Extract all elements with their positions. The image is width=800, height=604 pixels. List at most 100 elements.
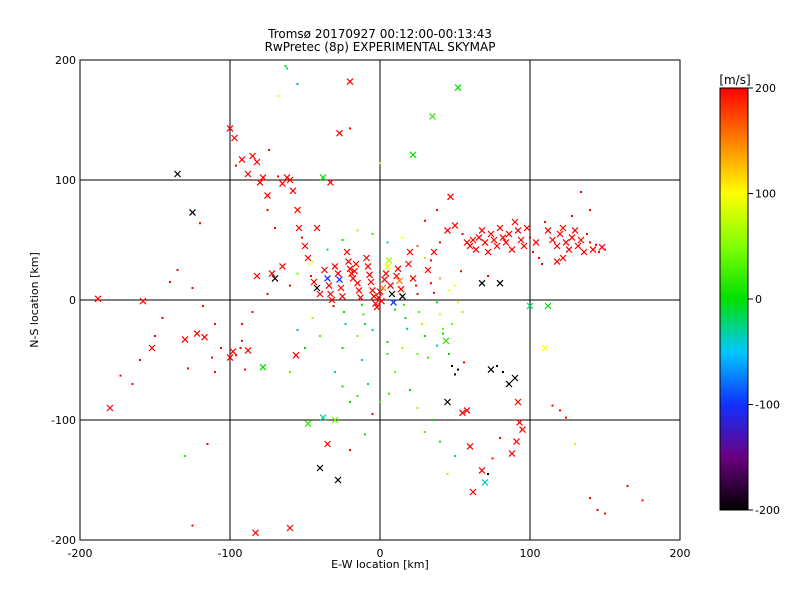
data-point-dot [491, 457, 494, 460]
data-point-cross [372, 300, 379, 308]
data-point-dot [439, 241, 441, 244]
data-point-dot [220, 347, 222, 349]
data-point-cross [526, 302, 534, 310]
data-point-cross [355, 286, 363, 294]
data-point-cross [321, 266, 328, 274]
data-point-cross [442, 337, 450, 345]
data-point-cross [390, 298, 397, 306]
data-point-cross [519, 426, 526, 434]
data-point-cross [574, 242, 582, 250]
data-point-dot [416, 353, 419, 355]
data-point-cross [496, 279, 504, 287]
data-point-dot [161, 317, 164, 319]
data-point-cross [139, 297, 147, 305]
data-point-cross [393, 272, 400, 280]
data-point-cross [466, 242, 474, 250]
data-point-dot [289, 371, 291, 373]
data-point-cross [181, 336, 189, 344]
data-point-dot [274, 227, 276, 229]
data-point-dot [277, 95, 279, 97]
data-point-dot [595, 243, 597, 246]
data-point-cross [559, 254, 567, 262]
data-point-dot [586, 233, 588, 235]
data-point-cross [331, 416, 339, 424]
data-point-cross [481, 478, 489, 486]
data-point-cross [279, 180, 286, 188]
data-point-dot [349, 449, 351, 451]
data-points [94, 65, 644, 537]
data-point-dot [289, 284, 291, 287]
data-point-dot [436, 209, 438, 211]
data-point-cross [481, 238, 489, 246]
y-tick-label: -200 [51, 534, 76, 547]
data-point-dot [574, 443, 576, 445]
data-point-dot [214, 323, 216, 325]
data-point-cross [370, 292, 378, 300]
data-point-cross [580, 248, 588, 256]
data-point-cross [541, 344, 549, 352]
data-point-cross [568, 234, 576, 242]
data-point-cross [447, 193, 454, 201]
data-point-cross [378, 297, 385, 305]
data-point-cross [268, 270, 276, 278]
data-point-dot [356, 335, 359, 337]
data-point-dot [199, 222, 201, 225]
data-point-cross [337, 284, 345, 292]
data-point-dot [424, 219, 426, 222]
data-point-dot [379, 162, 381, 165]
data-point-dot [404, 317, 407, 319]
data-point-cross [469, 236, 477, 244]
colorbar-ticks: -200 -100 0 100 200 [748, 82, 780, 517]
data-point-dot [364, 433, 366, 436]
x-tick-label: 100 [520, 547, 541, 560]
data-point-dot [442, 327, 444, 330]
data-point-dot [589, 209, 591, 211]
data-point-cross [502, 238, 510, 246]
data-point-dot [235, 354, 237, 357]
data-point-cross [490, 236, 498, 244]
data-point-cross [313, 284, 321, 292]
data-point-dot [454, 284, 456, 287]
data-point-cross [559, 224, 567, 232]
data-point-dot [334, 371, 336, 373]
data-point-cross [310, 278, 318, 286]
colorbar-tick-label: -200 [755, 504, 780, 517]
data-point-dot [184, 455, 186, 457]
data-point-cross [511, 218, 519, 226]
data-point-dot [311, 260, 314, 263]
data-point-cross [259, 174, 267, 182]
data-point-dot [433, 291, 435, 294]
data-point-cross [244, 346, 252, 354]
data-point-cross [249, 152, 256, 160]
data-point-dot [571, 215, 573, 217]
data-point-cross [357, 294, 364, 302]
data-point-dot [362, 313, 365, 316]
data-point-dot [427, 356, 429, 359]
data-point-dot [379, 401, 381, 403]
data-point-cross [544, 302, 552, 310]
data-point-cross [327, 290, 334, 298]
data-point-dot [361, 359, 363, 361]
data-point-dot [421, 323, 423, 325]
data-point-dot [442, 332, 444, 335]
data-point-cross [328, 296, 336, 304]
data-point-cross [238, 156, 246, 164]
data-point-dot [454, 455, 456, 457]
data-point-dot [448, 353, 450, 355]
data-point-dot [341, 239, 344, 241]
data-point-dot [296, 329, 299, 331]
data-point-cross [505, 380, 513, 388]
data-point-cross [304, 420, 312, 428]
data-point-dot [304, 347, 306, 349]
data-point-dot [406, 327, 408, 330]
data-point-dot [349, 127, 351, 130]
data-point-dot [461, 311, 464, 313]
data-point-dot [401, 347, 404, 349]
data-point-cross [424, 266, 432, 274]
data-point-dot [538, 257, 540, 259]
data-point-cross [496, 224, 504, 232]
data-point-cross [343, 248, 351, 256]
data-point-cross [513, 438, 520, 446]
x-axis-label: E-W location [km] [331, 558, 429, 571]
